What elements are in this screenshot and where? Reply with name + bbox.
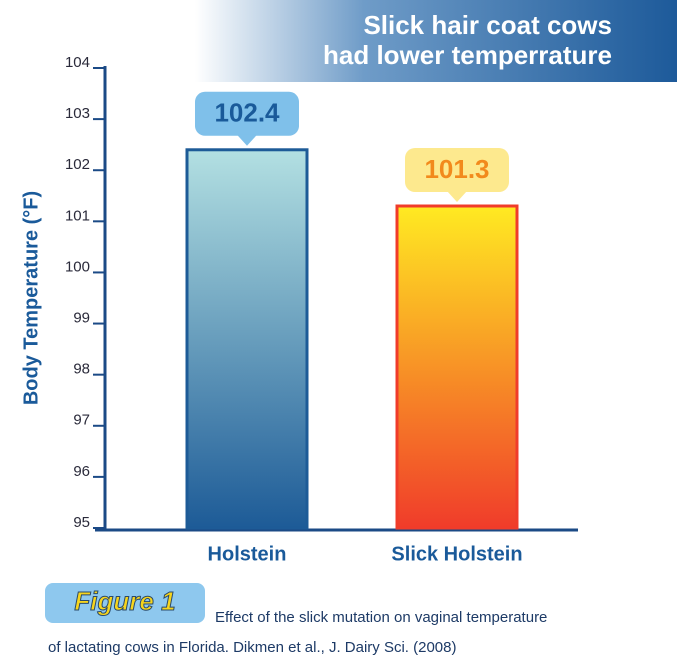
value-label: 102.4: [214, 98, 280, 128]
chart-title: had lower temperrature: [323, 40, 612, 70]
y-tick-label: 95: [73, 514, 90, 531]
y-tick-label: 98: [73, 361, 90, 378]
bar: [395, 204, 519, 530]
x-tick-label: Slick Holstein: [391, 543, 522, 565]
chart-title: Slick hair coat cows: [363, 10, 612, 40]
y-tick-label: 97: [73, 412, 90, 429]
bar: [185, 148, 309, 530]
figure-badge: [45, 583, 205, 623]
y-tick-label: 104: [65, 54, 90, 71]
x-tick-label: Holstein: [208, 543, 287, 565]
figure-label: Figure 1: [74, 586, 175, 616]
caption: of lactating cows in Florida. Dikmen et …: [48, 639, 457, 656]
value-label-pointer: [237, 134, 257, 146]
y-tick-label: 102: [65, 156, 90, 173]
value-label-bubble: [195, 91, 299, 136]
y-tick-label: 100: [65, 258, 90, 275]
y-tick-label: 103: [65, 105, 90, 122]
title-banner: [195, 0, 677, 82]
y-tick-label: 99: [73, 310, 90, 327]
y-tick-label: 96: [73, 463, 90, 480]
y-axis-label: Body Temperature (°F): [20, 191, 42, 405]
value-label-pointer: [447, 191, 467, 202]
caption: Effect of the slick mutation on vaginal …: [215, 609, 547, 626]
value-label: 101.3: [424, 154, 489, 184]
y-tick-label: 101: [65, 207, 90, 224]
value-label-bubble: [405, 148, 509, 192]
